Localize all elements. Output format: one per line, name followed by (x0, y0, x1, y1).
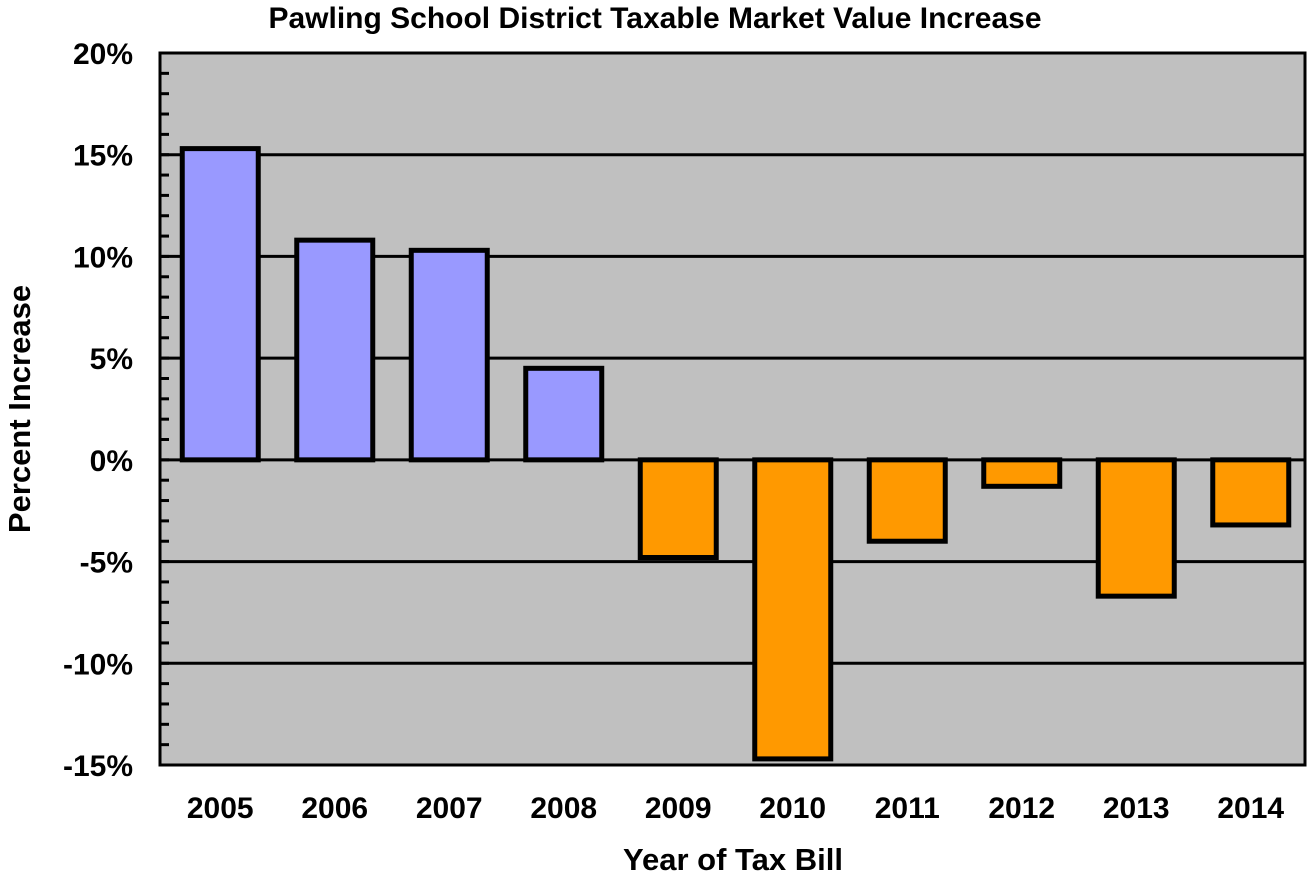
plot-area: 2005 2006 2007 2008 2009 2010 2011 2012 2013 2014… (63, 38, 1307, 825)
y-tick-label: -15% (63, 750, 133, 783)
bar-2010 (752, 457, 834, 762)
y-tick-label: 20% (73, 38, 133, 71)
bar-2011 (866, 457, 948, 544)
y-tick-label: 5% (90, 343, 133, 376)
y-tick-label: 10% (73, 241, 133, 274)
x-tick-label: 2013 (1103, 792, 1170, 825)
x-tick-label: 2012 (988, 792, 1055, 825)
bar-2012 (981, 457, 1063, 489)
x-axis-label: Year of Tax Bill (623, 842, 843, 876)
chart-title: Pawling School District Taxable Market V… (268, 2, 1041, 35)
x-tick-label: 2009 (645, 792, 712, 825)
y-tick-label: 15% (73, 140, 133, 173)
x-tick-label: 2010 (759, 792, 826, 825)
x-tick-label: 2007 (416, 792, 483, 825)
bar-2013 (1095, 457, 1177, 599)
x-tick-label: 2005 (187, 792, 254, 825)
bar-2014 (1210, 457, 1292, 528)
y-tick-label: -10% (63, 648, 133, 681)
plot-frame (158, 51, 1307, 767)
bar-2005 (179, 146, 261, 463)
y-tick-label: -5% (80, 547, 133, 580)
bar-2009 (637, 457, 719, 561)
x-tick-label: 2006 (301, 792, 368, 825)
bar-2006 (294, 237, 376, 463)
x-tick-label: 2008 (530, 792, 597, 825)
bar-2007 (408, 247, 490, 463)
x-tick-label: 2011 (875, 792, 940, 825)
bar-2008 (523, 365, 605, 463)
x-tick-label: 2014 (1217, 792, 1284, 825)
y-tick-label: 0% (90, 445, 133, 478)
y-axis-label: Percent Increase (2, 285, 37, 533)
